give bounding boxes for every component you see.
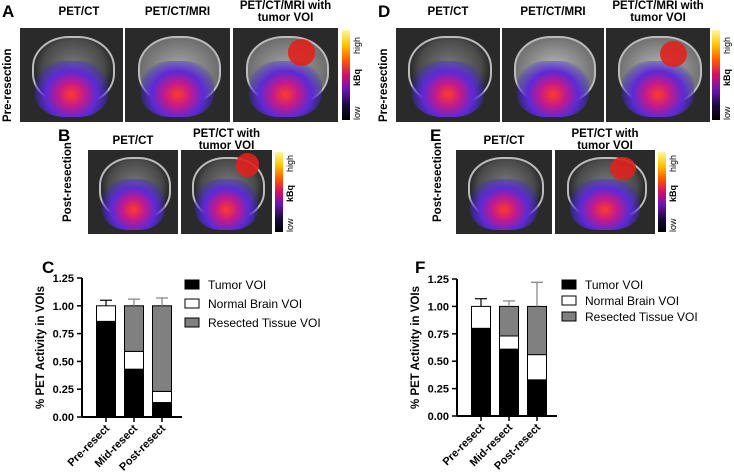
bar-normal-brain-voi xyxy=(124,350,144,370)
title-e-1: PET/CT xyxy=(483,135,525,147)
colorbar-d xyxy=(712,30,720,120)
scan-image-a-petct xyxy=(20,28,123,122)
legend-label: Tumor VOI xyxy=(585,278,643,292)
scan-image-d-petct xyxy=(396,28,500,122)
title-b-1: PET/CT xyxy=(112,135,154,147)
y-tick-label: 0.25 xyxy=(428,384,449,396)
legend-label: Resected Tissue VOI xyxy=(208,316,321,330)
colorbar-unit-d: kBq xyxy=(722,68,732,86)
bar-normal-brain-voi xyxy=(499,335,519,350)
panel-letter-f: F xyxy=(415,258,426,277)
title-e-2: PET/CT with tumor VOI xyxy=(571,128,639,152)
bar-tumor-voi xyxy=(499,348,519,417)
colorbar-low-a: low xyxy=(352,106,362,120)
y-tick-label: 1.25 xyxy=(428,274,449,286)
bar-tumor-voi xyxy=(527,379,547,417)
legend-swatch xyxy=(561,279,577,290)
y-axis-label: % PET Activity in VOIs xyxy=(410,286,422,409)
title-a-1: PET/CT xyxy=(58,6,100,18)
scan-image-a-petctmri xyxy=(125,28,230,122)
colorbar-high-a: high xyxy=(352,36,362,54)
legend-swatch xyxy=(561,311,577,322)
row-label-a: Pre-resection xyxy=(2,48,14,122)
colorbar-high-b: high xyxy=(285,154,295,172)
title-d-2: PET/CT/MRI xyxy=(520,6,586,18)
bar-tumor-voi xyxy=(96,320,116,418)
y-tick-label: 1.00 xyxy=(53,301,74,313)
colorbar-high-e: high xyxy=(668,154,678,172)
bar-normal-brain-voi xyxy=(527,354,547,381)
colorbar-unit-e: kBq xyxy=(668,184,678,202)
y-tick-label: 0.00 xyxy=(428,411,449,423)
y-tick-label: 1.25 xyxy=(53,273,74,285)
bar-normal-brain-voi xyxy=(152,390,172,404)
bar-tumor-voi xyxy=(471,327,491,417)
chart-f: 0.00 0.25 0.50 0.75 1.00 1.25 % PET Activity i… xyxy=(410,274,698,472)
title-b-2: PET/CT with tumor VOI xyxy=(192,128,261,152)
title-d-3: PET/CT/MRI with tumor VOI xyxy=(612,0,704,24)
legend-label: Resected Tissue VOI xyxy=(585,310,698,324)
panel-letter-a: A xyxy=(2,2,15,21)
scan-image-e-voi xyxy=(555,150,655,234)
panel-letter-b: B xyxy=(58,126,71,145)
colorbar-low-d: low xyxy=(722,106,732,120)
colorbar-unit-a: kBq xyxy=(352,68,362,86)
colorbar-e xyxy=(658,152,666,232)
y-axis-label: % PET Activity in VOIs xyxy=(35,286,47,409)
bar-resected-tissue-voi xyxy=(527,305,547,356)
colorbar-unit-b: kBq xyxy=(285,184,295,202)
bar-tumor-voi xyxy=(152,402,172,418)
bar-resected-tissue-voi xyxy=(152,305,172,392)
legend-swatch xyxy=(184,279,200,290)
scan-image-d-petctmri xyxy=(502,28,604,122)
legend-swatch xyxy=(184,317,200,328)
colorbar-low-b: low xyxy=(285,218,295,232)
y-tick-label: 0.00 xyxy=(53,412,74,424)
row-label-b: Post-resection xyxy=(62,142,74,222)
legend-swatch xyxy=(184,298,200,309)
chart-c: 0.00 0.25 0.50 0.75 1.00 1.25 % PET Activity i… xyxy=(35,273,321,473)
scan-image-d-voi xyxy=(606,28,710,122)
bar-tumor-voi xyxy=(124,368,144,418)
bar-normal-brain-voi xyxy=(96,305,116,322)
panel-letter-d: D xyxy=(378,2,391,21)
row-label-e: Post-resection xyxy=(432,142,444,222)
colorbar-a xyxy=(342,30,350,120)
title-a-2: PET/CT/MRI xyxy=(144,6,211,18)
y-tick-label: 0.75 xyxy=(53,329,74,341)
y-tick-label: 0.50 xyxy=(428,356,449,368)
y-tick-label: 1.00 xyxy=(428,301,449,313)
y-tick-label: 0.50 xyxy=(53,356,74,368)
bar-resected-tissue-voi xyxy=(499,305,519,337)
colorbar-b xyxy=(275,152,283,232)
scan-image-a-voi xyxy=(233,28,338,122)
colorbar-high-d: high xyxy=(722,36,732,54)
legend-label: Normal Brain VOI xyxy=(585,294,679,308)
row-label-d: Pre-resection xyxy=(378,48,390,122)
legend-swatch xyxy=(561,295,577,306)
scan-image-b-petct xyxy=(88,150,178,234)
panel-letter-e: E xyxy=(430,126,442,145)
y-tick-label: 0.75 xyxy=(428,329,449,341)
colorbar-low-e: low xyxy=(668,218,678,232)
title-d-1: PET/CT xyxy=(427,6,469,18)
bar-normal-brain-voi xyxy=(471,305,491,329)
y-tick-label: 0.25 xyxy=(53,384,74,396)
legend-label: Tumor VOI xyxy=(208,278,266,292)
scan-image-e-petct xyxy=(456,150,552,234)
title-a-3: PET/CT/MRI with tumor VOI xyxy=(239,0,332,24)
scan-image-b-voi xyxy=(181,150,272,234)
legend-label: Normal Brain VOI xyxy=(208,297,302,311)
panel-letter-c: C xyxy=(42,258,55,277)
bar-resected-tissue-voi xyxy=(124,305,144,352)
